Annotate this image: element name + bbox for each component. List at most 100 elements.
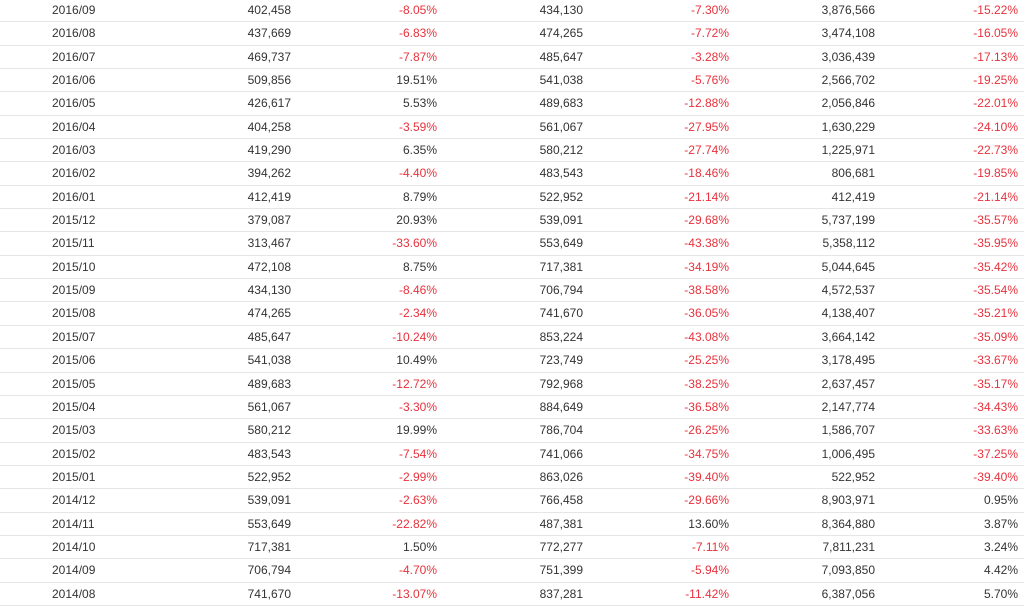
cell-yoy-value: 837,281 xyxy=(539,586,583,601)
cell-monthly-value: 402,458 xyxy=(247,3,291,17)
cell-yoy-change: -38.25% xyxy=(684,376,729,391)
table-row: 2015/07 485,647 -10.24% 853,224 -43.08% 3,664… xyxy=(0,326,1024,350)
cell-monthly-value: 717,381 xyxy=(247,539,291,554)
cell-monthly-value: 485,647 xyxy=(247,329,291,344)
cell-monthly-change: -10.24% xyxy=(392,329,437,344)
cell-monthly-value: 412,419 xyxy=(247,189,291,204)
cell-monthly-value: 539,091 xyxy=(247,493,291,508)
cell-cumulative-change: -34.43% xyxy=(973,399,1018,414)
cell-yoy-change: -27.95% xyxy=(684,119,729,134)
cell-cumulative-change: 3.87% xyxy=(983,516,1018,531)
cell-monthly-change: -7.54% xyxy=(398,446,437,461)
cell-period: 2015/08 xyxy=(52,306,96,321)
cell-cumulative-value: 2,637,457 xyxy=(821,376,875,391)
cell-yoy-change: -21.14% xyxy=(684,189,729,204)
cell-yoy-change: -12.88% xyxy=(684,96,729,111)
cell-monthly-change: 8.75% xyxy=(402,259,437,274)
table-row: 2015/08 474,265 -2.34% 741,670 -36.05% 4,138,… xyxy=(0,302,1024,326)
cell-monthly-change: 20.93% xyxy=(396,213,437,228)
table-row: 2016/01 412,419 8.79% 522,952 -21.14% 412,419… xyxy=(0,186,1024,210)
cell-period: 2016/09 xyxy=(52,3,96,17)
table-row: 2016/05 426,617 5.53% 489,683 -12.88% 2,056,8… xyxy=(0,92,1024,116)
cell-monthly-change: -12.72% xyxy=(392,376,437,391)
cell-cumulative-value: 5,358,112 xyxy=(822,236,876,251)
cell-yoy-value: 884,649 xyxy=(539,399,583,414)
cell-yoy-value: 766,458 xyxy=(539,493,583,508)
cell-cumulative-change: -19.85% xyxy=(973,166,1018,181)
table-row: 2016/08 437,669 -6.83% 474,265 -7.72% 3,474,1… xyxy=(0,22,1024,46)
cell-period: 2015/10 xyxy=(52,259,96,274)
cell-yoy-value: 786,704 xyxy=(539,423,583,438)
table-row: 2016/03 419,290 6.35% 580,212 -27.74% 1,225,9… xyxy=(0,139,1024,163)
cell-monthly-value: 509,856 xyxy=(247,73,291,88)
table-row: 2016/06 509,856 19.51% 541,038 -5.76% 2,566,7… xyxy=(0,69,1024,93)
cell-yoy-change: -5.76% xyxy=(690,73,729,88)
table-row: 2015/03 580,212 19.99% 786,704 -26.25% 1,586,… xyxy=(0,419,1024,443)
cell-cumulative-change: 5.70% xyxy=(983,586,1018,601)
cell-yoy-value: 483,543 xyxy=(539,166,583,181)
cell-period: 2015/02 xyxy=(52,446,96,461)
cell-cumulative-value: 3,178,495 xyxy=(821,353,875,368)
cell-period: 2014/11 xyxy=(52,516,95,531)
cell-monthly-change: 8.79% xyxy=(402,189,437,204)
cell-monthly-value: 394,262 xyxy=(247,166,291,181)
cell-cumulative-value: 1,225,971 xyxy=(821,143,875,158)
table-row: 2016/09 402,458 -8.05% 434,130 -7.30% 3,876,5… xyxy=(0,0,1024,23)
cell-cumulative-value: 2,056,846 xyxy=(821,96,875,111)
table-row: 2015/06 541,038 10.49% 723,749 -25.25% 3,178,… xyxy=(0,349,1024,373)
cell-cumulative-value: 5,044,645 xyxy=(821,259,875,274)
cell-cumulative-value: 3,474,108 xyxy=(821,26,875,41)
cell-monthly-value: 469,737 xyxy=(247,49,291,64)
cell-cumulative-change: -16.05% xyxy=(973,26,1018,41)
cell-yoy-value: 717,381 xyxy=(539,259,583,274)
cell-cumulative-change: -35.17% xyxy=(973,376,1018,391)
cell-monthly-value: 474,265 xyxy=(247,306,291,321)
cell-yoy-value: 580,212 xyxy=(539,143,583,158)
cell-cumulative-change: -35.09% xyxy=(973,329,1018,344)
cell-yoy-change: -11.42% xyxy=(685,586,729,601)
cell-period: 2016/05 xyxy=(52,96,96,111)
cell-monthly-value: 489,683 xyxy=(247,376,291,391)
table-row: 2016/02 394,262 -4.40% 483,543 -18.46% 806,68… xyxy=(0,162,1024,186)
cell-cumulative-change: -33.63% xyxy=(973,423,1018,438)
cell-period: 2015/09 xyxy=(52,283,96,298)
cell-cumulative-value: 2,147,774 xyxy=(821,399,875,414)
cell-cumulative-value: 2,566,702 xyxy=(821,73,875,88)
cell-monthly-value: 419,290 xyxy=(247,143,291,158)
cell-monthly-change: 6.35% xyxy=(402,143,437,158)
table-row: 2016/07 469,737 -7.87% 485,647 -3.28% 3,036,4… xyxy=(0,46,1024,70)
cell-yoy-value: 751,399 xyxy=(539,563,583,578)
cell-monthly-value: 472,108 xyxy=(247,259,291,274)
cell-monthly-change: -8.05% xyxy=(398,3,437,17)
cell-monthly-change: -3.59% xyxy=(398,119,437,134)
cell-period: 2015/01 xyxy=(52,469,96,484)
cell-monthly-value: 404,258 xyxy=(247,119,291,134)
cell-yoy-value: 706,794 xyxy=(539,283,583,298)
cell-monthly-value: 522,952 xyxy=(247,469,291,484)
table-row: 2015/05 489,683 -12.72% 792,968 -38.25% 2,637… xyxy=(0,373,1024,396)
cell-yoy-value: 723,749 xyxy=(539,353,583,368)
cell-period: 2016/07 xyxy=(52,49,96,64)
cell-monthly-value: 706,794 xyxy=(247,563,291,578)
cell-monthly-change: 19.99% xyxy=(396,423,437,438)
cell-yoy-change: -29.66% xyxy=(684,493,729,508)
cell-cumulative-change: -33.67% xyxy=(973,353,1018,368)
cell-yoy-value: 434,130 xyxy=(539,3,583,17)
cell-period: 2015/04 xyxy=(52,399,96,414)
cell-cumulative-value: 4,572,537 xyxy=(821,283,875,298)
cell-monthly-change: -2.63% xyxy=(398,493,437,508)
cell-yoy-value: 489,683 xyxy=(539,96,583,111)
cell-period: 2015/05 xyxy=(52,376,96,391)
cell-cumulative-value: 3,664,142 xyxy=(821,329,875,344)
cell-yoy-value: 853,224 xyxy=(539,329,583,344)
cell-cumulative-change: 0.95% xyxy=(983,493,1018,508)
cell-cumulative-value: 1,006,495 xyxy=(821,446,875,461)
cell-monthly-change: -4.40% xyxy=(398,166,437,181)
cell-period: 2016/04 xyxy=(52,119,96,134)
cell-monthly-value: 437,669 xyxy=(247,26,291,41)
cell-monthly-change: -13.07% xyxy=(392,586,437,601)
cell-yoy-value: 741,670 xyxy=(539,306,583,321)
cell-monthly-change: 10.49% xyxy=(396,353,437,368)
cell-cumulative-value: 3,876,566 xyxy=(821,3,875,17)
